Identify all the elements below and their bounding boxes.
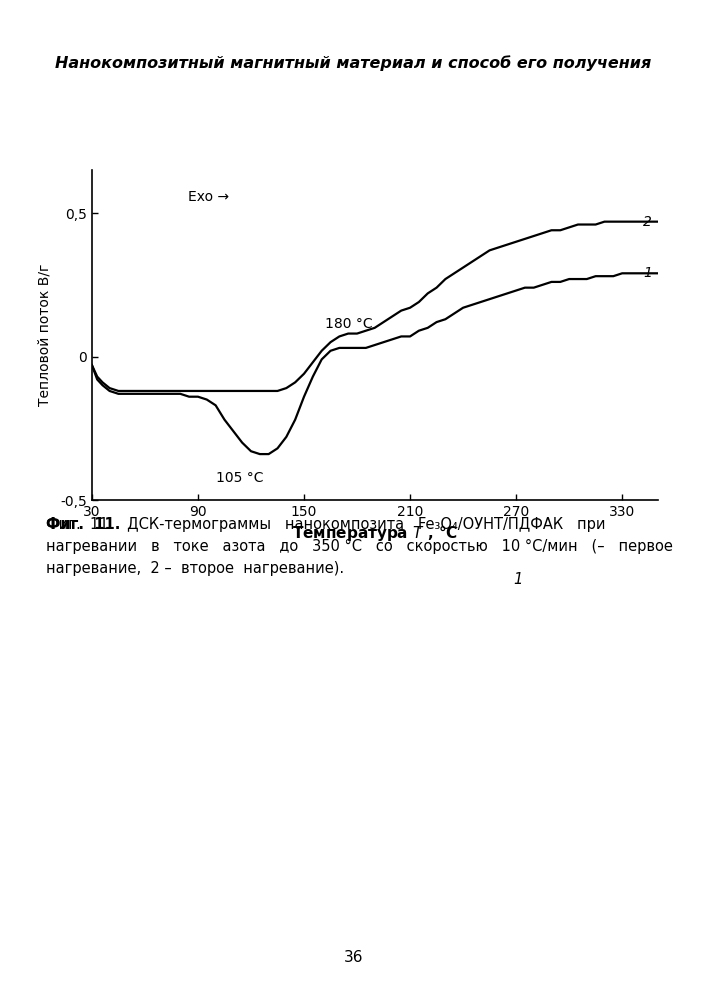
Text: Фиг.  11.: Фиг. 11.	[46, 517, 120, 532]
Y-axis label: Тепловой поток В/г: Тепловой поток В/г	[38, 264, 52, 406]
Text: Фиг.  11.   ДСК-термограммы   нанокомпозита   Fe₃O₄/ОУНТ/ПДФАК   при
нагревании : Фиг. 11. ДСК-термограммы нанокомпозита F…	[46, 517, 673, 576]
Text: 105 °C: 105 °C	[216, 471, 263, 485]
Text: 36: 36	[344, 950, 363, 965]
Text: Exo →: Exo →	[188, 190, 229, 204]
X-axis label: Температура $\mathit{T}$ , °C: Температура $\mathit{T}$ , °C	[292, 524, 457, 543]
Text: 2: 2	[643, 215, 653, 229]
Text: Нанокомпозитный магнитный материал и способ его получения: Нанокомпозитный магнитный материал и спо…	[55, 55, 652, 71]
Text: 180 °C: 180 °C	[325, 317, 373, 331]
Text: 1: 1	[643, 266, 653, 280]
Text: 1: 1	[513, 572, 522, 587]
